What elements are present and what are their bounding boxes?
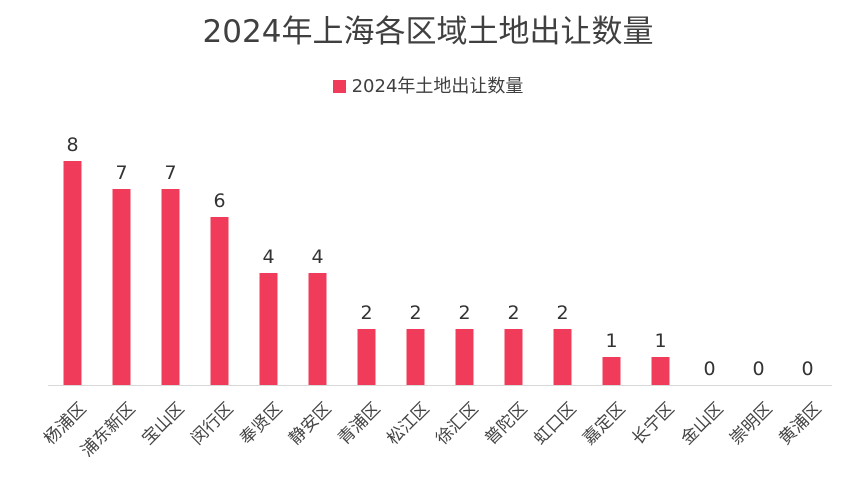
data-label-7: 2 [409,302,421,324]
bar-5[interactable] [308,273,327,385]
x-tick-label-14: 崇明区 [726,399,776,449]
bar-1[interactable] [112,189,131,385]
legend-swatch [332,80,346,93]
x-tick-label-12: 长宁区 [628,399,678,449]
x-tick-label-8: 徐汇区 [432,399,482,449]
bar-0[interactable] [63,161,82,385]
bar-11[interactable] [602,357,621,385]
data-label-14: 0 [752,358,764,380]
x-tick-label-11: 嘉定区 [579,399,629,449]
data-label-6: 2 [360,302,372,324]
data-label-3: 6 [213,190,225,212]
legend-label: 2024年土地出让数量 [351,76,524,97]
bar-2[interactable] [161,189,180,385]
chart-title: 2024年上海各区域土地出让数量 [202,14,654,50]
data-label-15: 0 [801,358,813,380]
data-label-13: 0 [703,358,715,380]
x-tick-label-3: 闵行区 [187,399,237,449]
data-label-8: 2 [458,302,470,324]
data-label-4: 4 [262,246,274,268]
legend: 2024年土地出让数量 [0,72,856,98]
bar-9[interactable] [504,329,523,385]
bar-6[interactable] [357,329,376,385]
x-tick-label-7: 松江区 [383,399,433,449]
bar-12[interactable] [651,357,670,385]
x-tick-label-6: 青浦区 [334,399,384,449]
data-label-1: 7 [115,162,127,184]
data-label-12: 1 [654,330,666,352]
x-tick-label-9: 普陀区 [481,399,531,449]
x-tick-label-2: 宝山区 [138,399,188,449]
x-tick-label-13: 金山区 [677,399,727,449]
bar-8[interactable] [455,329,474,385]
x-tick-label-15: 黄浦区 [775,399,825,449]
x-tick-label-10: 虹口区 [530,399,580,449]
x-tick-label-5: 静安区 [285,399,335,449]
data-label-9: 2 [507,302,519,324]
x-tick-label-4: 奉贤区 [236,399,286,449]
data-label-10: 2 [556,302,568,324]
bar-7[interactable] [406,329,425,385]
data-label-11: 1 [605,330,617,352]
data-label-0: 8 [66,134,78,156]
bar-10[interactable] [553,329,572,385]
x-tick-label-1: 浦东新区 [77,399,139,461]
data-label-2: 7 [164,162,176,184]
bar-3[interactable] [210,217,229,385]
bar-4[interactable] [259,273,278,385]
data-label-5: 4 [311,246,323,268]
